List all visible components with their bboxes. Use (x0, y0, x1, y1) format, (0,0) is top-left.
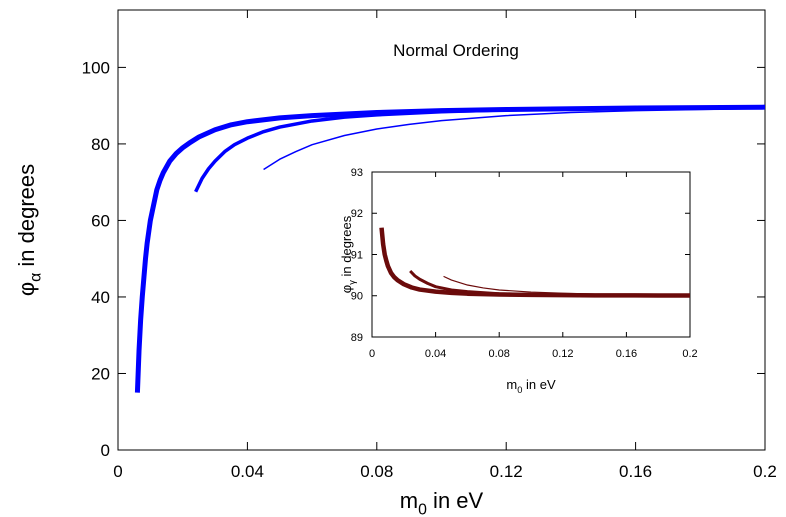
inset-series-2-line (409, 269, 690, 298)
inset-series-3-line (443, 275, 690, 296)
main-x-axis-title: m0 in eV (400, 488, 484, 517)
main-series-3-line (263, 107, 765, 171)
inset-x-tick-label: 0.04 (425, 348, 446, 360)
main-x-axis-title-sub: 0 (418, 502, 427, 517)
inset-y-axis-title-rest: in degrees (339, 215, 354, 280)
main-y-tick-label: 80 (91, 135, 110, 154)
main-y-axis-title-sub: α (28, 273, 45, 282)
main-x-tick-label: 0.04 (231, 462, 264, 481)
inset-y-axis-title-main: φ (339, 285, 354, 293)
main-x-tick-label: 0.2 (753, 462, 777, 481)
main-x-tick-label: 0.12 (490, 462, 523, 481)
main-y-axis-title-rest: in degrees (14, 164, 39, 273)
main-x-tick-label: 0.16 (619, 462, 652, 481)
inset-y-tick-label: 92 (351, 208, 363, 220)
inset-x-tick-label: 0.08 (488, 348, 509, 360)
inset-x-tick-label: 0.16 (616, 348, 637, 360)
main-y-axis-title-main: φ (14, 282, 39, 296)
main-y-tick-label: 60 (91, 211, 110, 230)
main-x-axis-title-rest: in eV (427, 488, 484, 513)
main-x-tick-label: 0 (113, 462, 122, 481)
inset-plot-frame (371, 171, 691, 338)
inset-x-axis-title-main: m (506, 377, 517, 392)
main-y-tick-label: 20 (91, 364, 110, 383)
main-x-tick-label: 0.08 (360, 462, 393, 481)
main-x-axis-title-main: m (400, 488, 418, 513)
main-y-tick-label: 40 (91, 288, 110, 307)
inset-x-axis-title-rest: in eV (522, 377, 556, 392)
main-y-tick-label: 100 (82, 58, 110, 77)
main-chart-title: Normal Ordering (393, 41, 519, 60)
main-series-2-line (194, 105, 765, 193)
main-y-tick-label: 0 (101, 441, 110, 460)
inset-x-tick-label: 0 (369, 348, 375, 360)
inset-y-axis-title: φγ in degrees (339, 215, 357, 293)
inset-x-axis-title: m0 in eV (506, 377, 556, 395)
inset-y-axis-title-sub: γ (347, 280, 357, 285)
inset-y-tick-label: 89 (351, 332, 363, 344)
inset-x-tick-label: 0.12 (552, 348, 573, 360)
inset-x-tick-label: 0.2 (682, 348, 697, 360)
main-y-axis-title: φα in degrees (14, 164, 45, 296)
inset-x-axis-title-sub: 0 (517, 385, 522, 395)
inset-y-tick-label: 90 (351, 291, 363, 303)
inset-y-tick-label: 91 (351, 249, 363, 261)
inset-y-tick-label: 93 (351, 167, 363, 179)
